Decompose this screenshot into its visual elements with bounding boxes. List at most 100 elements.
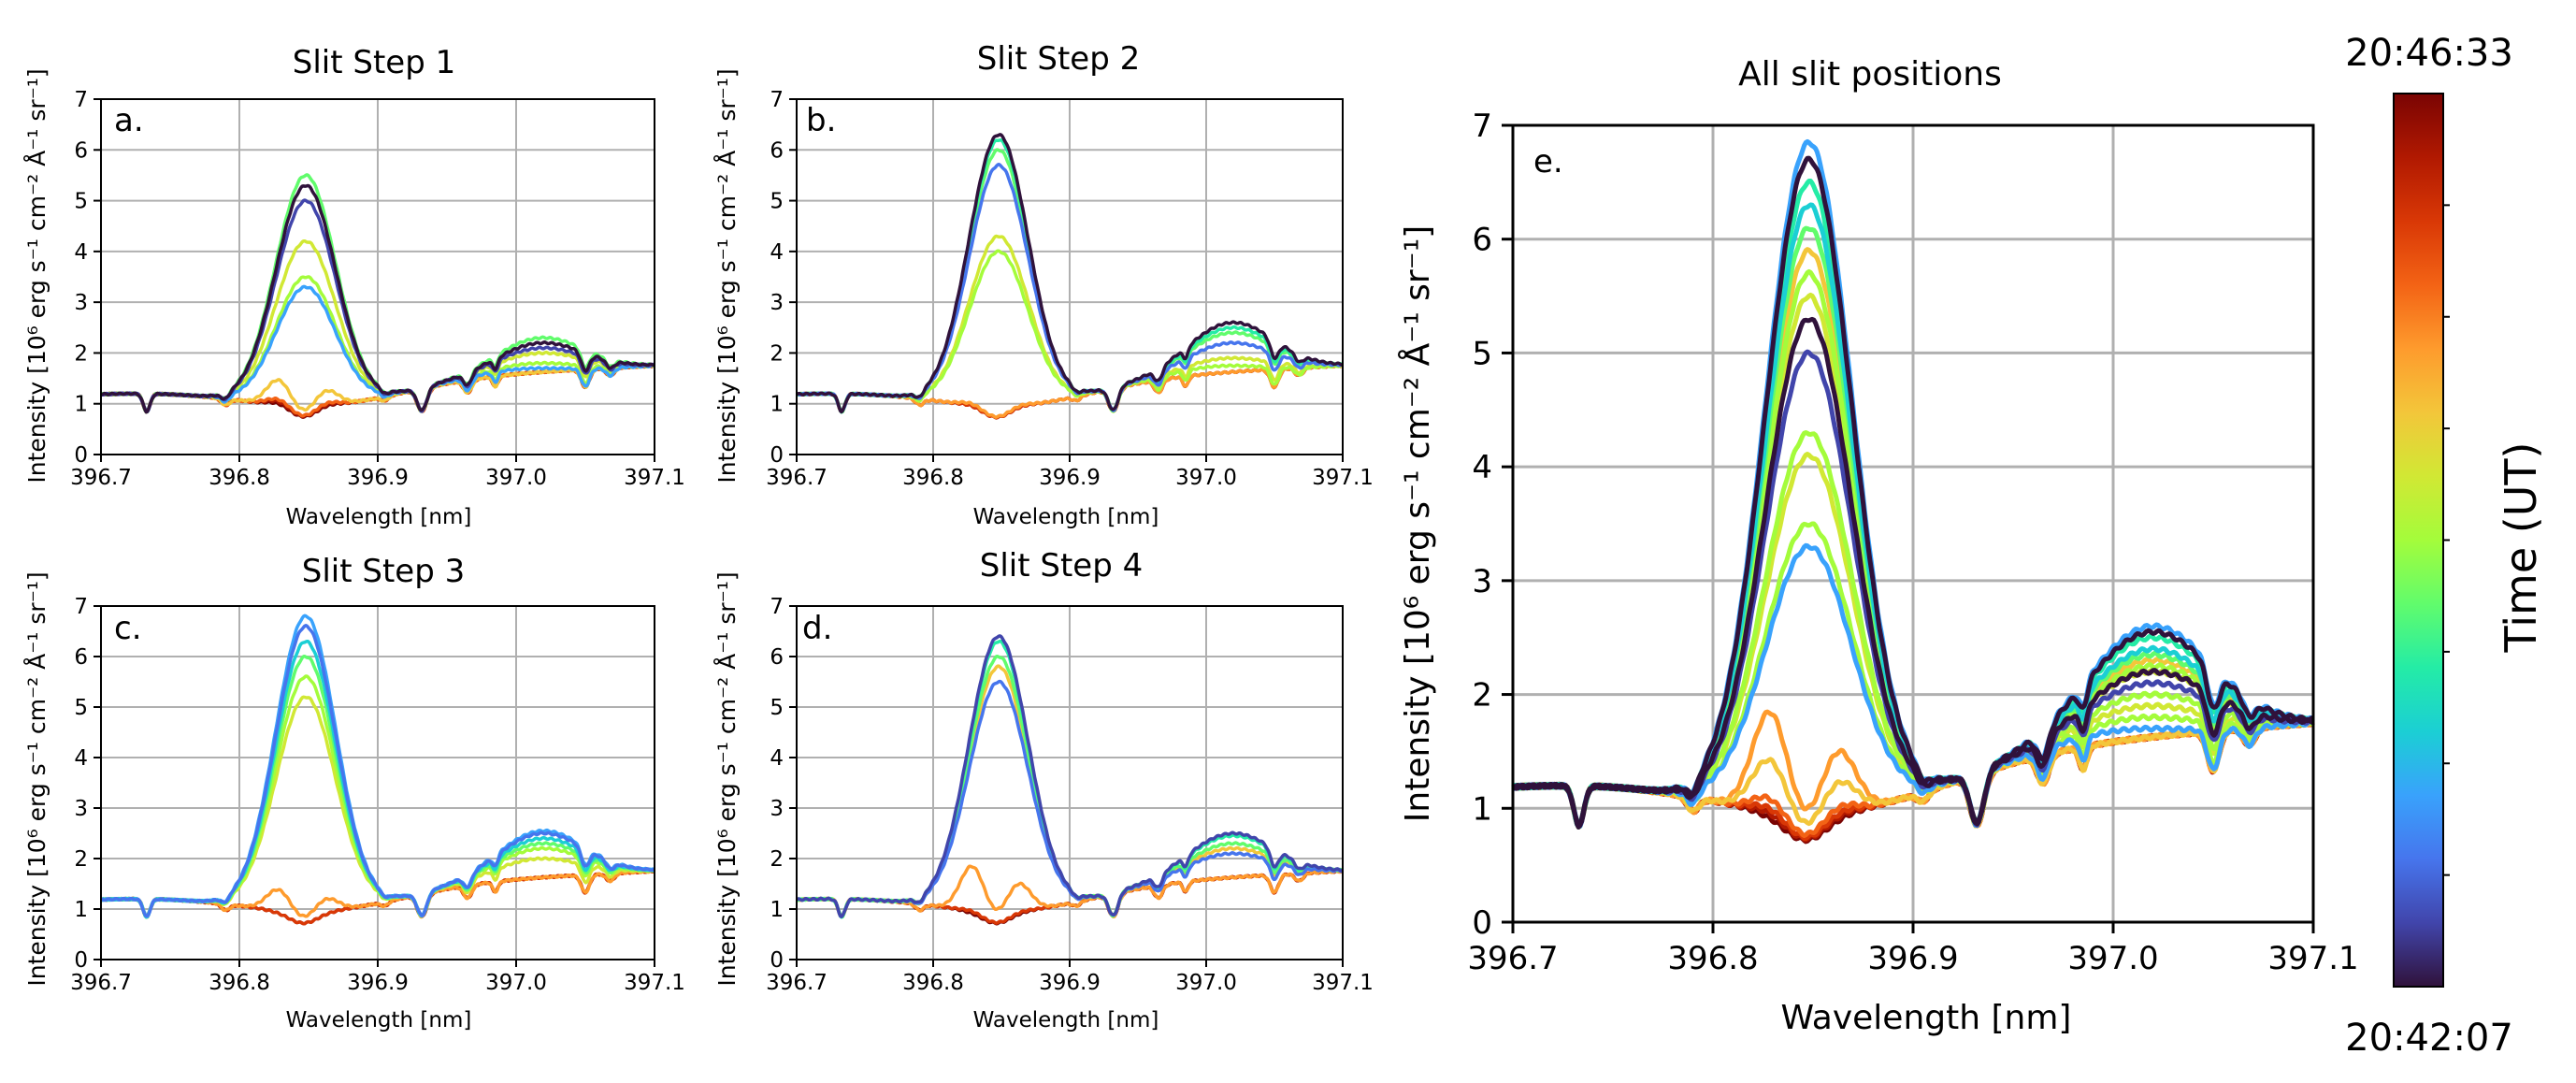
- y-tick-label: 3: [74, 797, 88, 821]
- y-tick-label: 2: [1472, 677, 1492, 715]
- x-tick-label: 397.1: [624, 466, 685, 490]
- y-tick-label: 5: [1472, 335, 1492, 372]
- x-axis-label: Wavelength [nm]: [286, 505, 472, 529]
- x-tick-label: 396.7: [1467, 940, 1558, 977]
- x-tick-label: 396.8: [902, 466, 964, 490]
- y-tick-label: 1: [74, 898, 88, 922]
- y-tick-label: 6: [770, 645, 784, 670]
- x-tick-label: 397.1: [624, 971, 685, 995]
- panel-label: c.: [114, 610, 142, 647]
- panel-label: b.: [806, 102, 836, 139]
- panel-title: Slit Step 1: [293, 44, 455, 81]
- y-tick-label: 0: [74, 948, 88, 973]
- y-tick-label: 1: [770, 898, 784, 922]
- panel-title: All slit positions: [1738, 55, 2002, 94]
- x-tick-label: 397.1: [1312, 971, 1374, 995]
- colorbar-top-time: 20:46:33: [2345, 32, 2513, 75]
- series-line: [100, 624, 655, 918]
- y-tick-label: 2: [770, 847, 784, 872]
- y-tick-label: 7: [770, 595, 784, 619]
- x-tick-label: 396.7: [70, 971, 132, 995]
- y-tick-label: 2: [770, 341, 784, 366]
- x-tick-label: 396.8: [1667, 940, 1758, 977]
- y-axis-label: Intensity [10⁶ erg s⁻¹ cm⁻² Å⁻¹ sr⁻¹]: [713, 68, 741, 483]
- colorbar-gradient: [2394, 94, 2443, 987]
- x-tick-label: 396.8: [902, 971, 964, 995]
- y-tick-label: 3: [74, 291, 88, 315]
- panel-title: Slit Step 3: [302, 553, 465, 590]
- y-tick-label: 4: [770, 746, 784, 771]
- panel-title: Slit Step 2: [977, 40, 1140, 78]
- panel-e: 396.7 396.8 396.9 397.0 397.1 0 1 2 3 4 5 6 7 All sli…: [1397, 55, 2359, 1037]
- x-axis-label: Wavelength [nm]: [1781, 999, 2072, 1037]
- x-tick-label: 396.7: [70, 466, 132, 490]
- y-tick-label: 2: [74, 847, 88, 872]
- panel-label: e.: [1533, 143, 1563, 180]
- x-tick-label: 397.0: [485, 466, 547, 490]
- y-tick-label: 0: [1472, 904, 1492, 942]
- x-tick-label: 396.8: [209, 466, 270, 490]
- colorbar-label: Time (UT): [2496, 442, 2546, 654]
- y-tick-label: 7: [74, 595, 88, 619]
- series-line: [1511, 316, 2314, 830]
- colorbar: 20:46:33 20:42:07 Time (UT): [2345, 32, 2546, 1060]
- x-tick-label: 396.7: [766, 466, 827, 490]
- series-line: [796, 634, 1344, 918]
- y-tick-label: 5: [770, 696, 784, 720]
- x-tick-label: 397.1: [2267, 940, 2358, 977]
- x-tick-label: 397.0: [1175, 466, 1237, 490]
- y-tick-label: 4: [74, 240, 88, 265]
- y-tick-label: 3: [770, 797, 784, 821]
- panel-a: 396.7 396.8 396.9 397.0 397.1 0 1 2 3 4 5 6 7 Slit St…: [23, 44, 685, 529]
- panel-d: 396.7 396.8 396.9 397.0 397.1 0 1 2 3 4 5 6 7 Slit St…: [713, 547, 1374, 1032]
- x-tick-label: 396.9: [1039, 466, 1101, 490]
- y-tick-label: 6: [770, 138, 784, 163]
- panel-b: 396.7 396.8 396.9 397.0 397.1 0 1 2 3 4 5 6 7 Slit St…: [713, 40, 1374, 529]
- y-tick-label: 0: [74, 443, 88, 468]
- x-tick-label: 397.0: [1175, 971, 1237, 995]
- y-tick-label: 5: [74, 696, 88, 720]
- y-tick-label: 5: [74, 190, 88, 214]
- y-tick-label: 2: [74, 341, 88, 366]
- series-line: [796, 133, 1344, 414]
- x-tick-label: 396.9: [347, 466, 409, 490]
- y-tick-label: 4: [770, 240, 784, 265]
- y-axis-label: Intensity [10⁶ erg s⁻¹ cm⁻² Å⁻¹ sr⁻¹]: [713, 571, 741, 986]
- y-tick-label: 3: [770, 291, 784, 315]
- y-tick-label: 0: [770, 443, 784, 468]
- panel-label: d.: [802, 610, 832, 647]
- y-tick-label: 0: [770, 948, 784, 973]
- x-tick-label: 397.1: [1312, 466, 1374, 490]
- y-axis-label: Intensity [10⁶ erg s⁻¹ cm⁻² Å⁻¹ sr⁻¹]: [1397, 225, 1437, 822]
- y-axis-label: Intensity [10⁶ erg s⁻¹ cm⁻² Å⁻¹ sr⁻¹]: [23, 571, 50, 986]
- y-tick-label: 1: [1472, 790, 1492, 828]
- x-tick-label: 396.7: [766, 971, 827, 995]
- x-tick-label: 396.8: [209, 971, 270, 995]
- colorbar-bottom-time: 20:42:07: [2345, 1017, 2513, 1060]
- y-tick-label: 4: [74, 746, 88, 771]
- y-tick-label: 6: [1472, 222, 1492, 259]
- y-tick-label: 6: [74, 138, 88, 163]
- x-tick-label: 397.0: [485, 971, 547, 995]
- y-tick-label: 1: [770, 393, 784, 417]
- y-tick-label: 7: [74, 88, 88, 112]
- x-tick-label: 397.0: [2067, 940, 2158, 977]
- y-axis-label: Intensity [10⁶ erg s⁻¹ cm⁻² Å⁻¹ sr⁻¹]: [23, 68, 50, 483]
- x-tick-label: 396.9: [1867, 940, 1958, 977]
- x-axis-label: Wavelength [nm]: [973, 1008, 1159, 1032]
- y-tick-label: 3: [1472, 563, 1492, 600]
- y-tick-label: 7: [1472, 108, 1492, 145]
- y-tick-label: 1: [74, 393, 88, 417]
- panel-title: Slit Step 4: [980, 547, 1143, 585]
- panel-label: a.: [114, 102, 144, 139]
- x-axis-label: Wavelength [nm]: [973, 505, 1159, 529]
- y-tick-label: 4: [1472, 449, 1492, 486]
- panel-c: 396.7 396.8 396.9 397.0 397.1 0 1 2 3 4 5 6 7 Slit St…: [23, 553, 685, 1032]
- y-tick-label: 5: [770, 190, 784, 214]
- x-axis-label: Wavelength [nm]: [286, 1008, 472, 1032]
- y-tick-label: 6: [74, 645, 88, 670]
- y-tick-label: 7: [770, 88, 784, 112]
- x-tick-label: 396.9: [1039, 971, 1101, 995]
- x-tick-label: 396.9: [347, 971, 409, 995]
